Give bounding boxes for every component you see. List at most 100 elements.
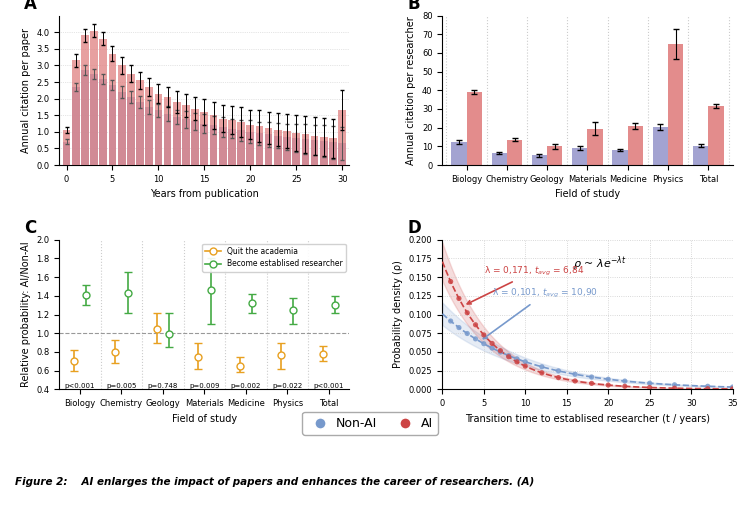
Bar (338, 143, 346, 165)
X-axis label: Years from publication: Years from publication (150, 189, 259, 199)
Bar (63, 142, 70, 165)
Y-axis label: Annual citation per paper: Annual citation per paper (21, 28, 30, 153)
Text: p<0.001: p<0.001 (314, 383, 344, 389)
Point (553, 367, 565, 375)
Bar (283, 137, 291, 165)
Legend: Quit the academia, Become establised researcher: Quit the academia, Become establised res… (202, 243, 346, 271)
Point (585, 379, 597, 388)
Bar (90, 74, 98, 165)
Bar (99, 39, 107, 165)
Text: p<0.001: p<0.001 (64, 383, 95, 389)
Text: $\rho$ ~ $\lambda e^{-\lambda t}$: $\rho$ ~ $\lambda e^{-\lambda t}$ (573, 255, 627, 274)
Bar (136, 102, 144, 165)
Bar (572, 148, 588, 165)
Bar (173, 102, 181, 165)
Point (553, 374, 565, 382)
Text: λ = 0,171, $t_{avg}$ = 6,84: λ = 0,171, $t_{avg}$ = 6,84 (467, 265, 584, 304)
Point (669, 380, 681, 389)
Point (519, 362, 531, 370)
Bar (588, 129, 603, 165)
Bar (90, 31, 98, 165)
Text: p=0.002: p=0.002 (231, 383, 261, 389)
Bar (693, 146, 708, 165)
Text: A: A (24, 0, 37, 12)
Point (470, 335, 482, 343)
Text: C: C (24, 219, 36, 237)
Bar (246, 125, 254, 165)
Point (669, 384, 681, 392)
Bar (127, 97, 135, 165)
Point (511, 354, 523, 363)
Bar (191, 108, 199, 165)
Bar (668, 44, 684, 165)
Point (602, 381, 614, 389)
Bar (155, 93, 162, 165)
Point (585, 373, 597, 381)
Bar (491, 153, 507, 165)
Bar (127, 74, 135, 165)
Point (644, 384, 656, 392)
Bar (708, 106, 724, 165)
Bar (311, 140, 318, 165)
Text: λ = 0,101, $t_{avg}$ = 10,90: λ = 0,101, $t_{avg}$ = 10,90 (483, 287, 598, 338)
Point (569, 377, 581, 385)
Point (486, 344, 498, 352)
Point (494, 347, 506, 355)
Bar (301, 134, 309, 165)
Bar (201, 124, 208, 165)
Text: Figure 2:  AI enlarges the impact of papers and enhances the career of researche: Figure 2: AI enlarges the impact of pape… (15, 477, 534, 487)
Bar (329, 139, 337, 165)
Point (486, 339, 498, 348)
Bar (145, 87, 153, 165)
Bar (99, 79, 107, 165)
Point (461, 330, 473, 338)
Bar (246, 132, 254, 165)
Bar (265, 128, 272, 165)
Bar (109, 85, 116, 165)
Bar (81, 71, 89, 165)
Point (478, 339, 490, 348)
Point (569, 370, 581, 378)
Bar (507, 140, 522, 165)
Bar (255, 133, 263, 165)
Bar (301, 139, 309, 165)
Bar (182, 119, 190, 165)
Point (502, 351, 514, 360)
Bar (109, 54, 116, 165)
Y-axis label: Annual citation per researcher: Annual citation per researcher (406, 16, 417, 165)
Bar (628, 126, 643, 165)
Point (461, 309, 473, 317)
Point (478, 331, 490, 339)
Bar (547, 146, 562, 165)
Y-axis label: Relative probability: AI/Non-AI: Relative probability: AI/Non-AI (21, 242, 30, 387)
Bar (238, 130, 245, 165)
Bar (209, 115, 218, 165)
Bar (182, 105, 190, 165)
Bar (164, 114, 172, 165)
Bar (653, 127, 668, 165)
Point (453, 294, 465, 303)
Y-axis label: Probability density (ρ): Probability density (ρ) (394, 261, 403, 368)
Point (644, 379, 656, 387)
Point (453, 323, 465, 332)
Point (470, 321, 482, 329)
Point (519, 358, 531, 366)
Bar (228, 129, 236, 165)
Bar (466, 92, 482, 165)
Bar (532, 155, 547, 165)
Point (511, 358, 523, 366)
Point (445, 277, 457, 285)
Bar (219, 118, 226, 165)
Bar (228, 120, 236, 165)
Bar (209, 125, 218, 165)
Point (536, 368, 548, 377)
Bar (311, 136, 318, 165)
Bar (329, 142, 337, 165)
Point (619, 377, 630, 385)
Text: p=0.005: p=0.005 (107, 383, 137, 389)
Point (602, 375, 614, 384)
Point (445, 317, 457, 325)
Text: B: B (408, 0, 420, 12)
Point (727, 385, 739, 393)
Bar (613, 150, 628, 165)
